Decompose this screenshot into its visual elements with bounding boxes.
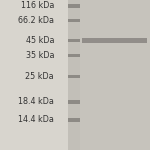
Bar xyxy=(68,75,80,78)
Bar xyxy=(68,0,80,150)
Text: 18.4 kDa: 18.4 kDa xyxy=(18,98,54,106)
Text: 66.2 kDa: 66.2 kDa xyxy=(18,16,54,25)
Text: 45 kDa: 45 kDa xyxy=(26,36,54,45)
Text: 25 kDa: 25 kDa xyxy=(25,72,54,81)
Text: 116 kDa: 116 kDa xyxy=(21,2,54,10)
Bar xyxy=(68,19,80,22)
Bar xyxy=(68,4,80,8)
Bar xyxy=(0,0,68,150)
Text: 35 kDa: 35 kDa xyxy=(26,51,54,60)
Bar xyxy=(68,118,80,122)
Text: 14.4 kDa: 14.4 kDa xyxy=(18,116,54,124)
Bar xyxy=(82,38,147,43)
Bar xyxy=(80,0,150,150)
Bar xyxy=(68,54,80,57)
Bar xyxy=(68,39,80,42)
Bar xyxy=(68,100,80,104)
